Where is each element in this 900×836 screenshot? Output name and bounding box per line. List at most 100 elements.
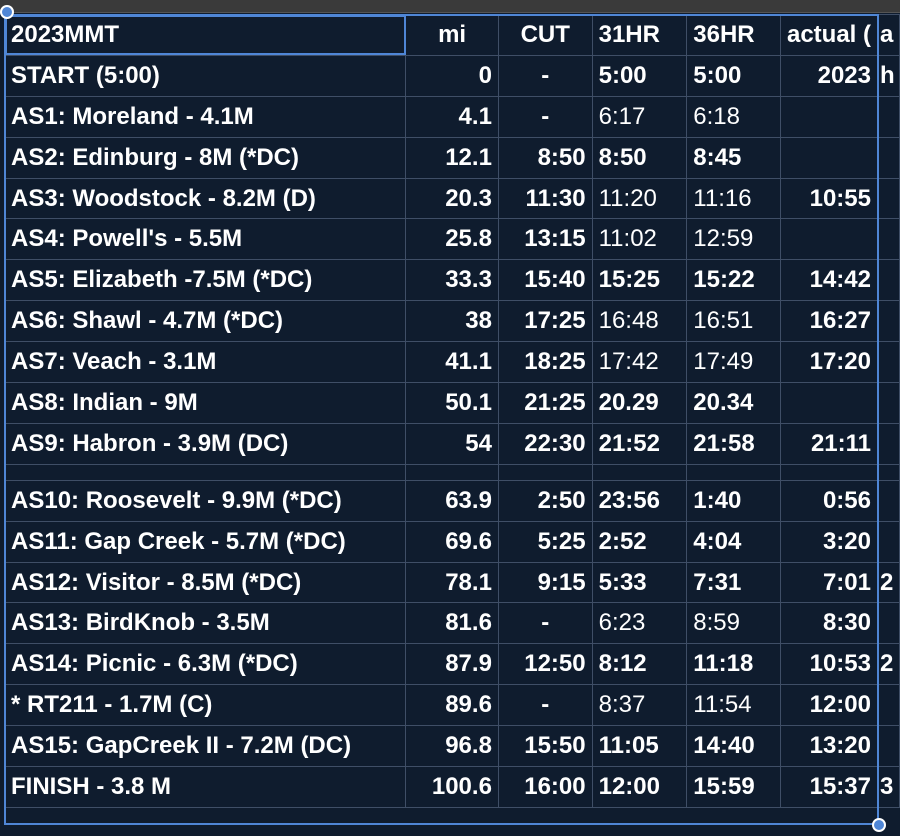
cell-31hr[interactable]: 6:17 (591, 95, 688, 138)
cell-name[interactable]: AS8: Indian - 9M (3, 382, 407, 424)
cell-extra[interactable] (877, 259, 900, 302)
cell-header-31hr[interactable]: 31HR (591, 14, 688, 56)
cell-36hr[interactable]: 6:18 (686, 95, 781, 138)
cell-name[interactable]: AS14: Picnic - 6.3M (*DC) (3, 643, 407, 686)
cell-31hr[interactable]: 21:52 (591, 422, 688, 465)
cell-actual[interactable]: 12:00 (779, 684, 879, 727)
cell-mi[interactable]: 89.6 (405, 684, 499, 727)
empty-cell[interactable] (877, 463, 900, 481)
cell-36hr[interactable]: 11:54 (686, 684, 781, 727)
cell-36hr[interactable]: 12:59 (686, 218, 781, 261)
cell-extra[interactable] (877, 725, 900, 768)
cell-header-mi[interactable]: mi (405, 14, 499, 56)
cell-name[interactable]: AS3: Woodstock - 8.2M (D) (3, 177, 407, 220)
cell-cut[interactable]: 2:50 (497, 479, 593, 522)
cell-extra[interactable] (877, 341, 900, 384)
cell-name[interactable]: START (5:00) (3, 54, 407, 97)
cell-actual[interactable]: 14:42 (779, 259, 879, 302)
cell-cut[interactable]: 9:15 (497, 561, 593, 604)
cell-actual[interactable]: 10:53 (779, 643, 879, 686)
cell-extra[interactable] (877, 382, 900, 424)
cell-extra[interactable] (877, 177, 900, 220)
cell-cut[interactable]: 18:25 (497, 341, 593, 384)
cell-name[interactable]: AS15: GapCreek II - 7.2M (DC) (3, 725, 407, 768)
cell-mi[interactable]: 12.1 (405, 136, 499, 179)
cell-extra[interactable]: 2 (877, 561, 900, 604)
cell-36hr[interactable]: 8:59 (686, 602, 781, 645)
cell-cut[interactable]: 17:25 (497, 300, 593, 343)
empty-cell[interactable] (686, 463, 781, 481)
cell-extra[interactable] (877, 479, 900, 522)
cell-31hr[interactable]: 11:20 (591, 177, 688, 220)
cell-cut[interactable]: 13:15 (497, 218, 593, 261)
cell-extra[interactable] (877, 218, 900, 261)
empty-cell[interactable] (591, 463, 688, 481)
cell-36hr[interactable]: 20.34 (686, 382, 781, 424)
cell-name[interactable]: AS2: Edinburg - 8M (*DC) (3, 136, 407, 179)
cell-mi[interactable]: 87.9 (405, 643, 499, 686)
cell-name[interactable]: AS13: BirdKnob - 3.5M (3, 602, 407, 645)
cell-name[interactable]: AS4: Powell's - 5.5M (3, 218, 407, 261)
cell-cut[interactable]: - (497, 95, 593, 138)
cell-cut[interactable]: - (497, 684, 593, 727)
cell-actual[interactable]: 10:55 (779, 177, 879, 220)
cell-actual[interactable]: 21:11 (779, 422, 879, 465)
cell-36hr[interactable]: 5:00 (686, 54, 781, 97)
cell-mi[interactable]: 54 (405, 422, 499, 465)
cell-extra[interactable] (877, 300, 900, 343)
cell-mi[interactable]: 78.1 (405, 561, 499, 604)
cell-actual[interactable]: 17:20 (779, 341, 879, 384)
cell-31hr[interactable]: 16:48 (591, 300, 688, 343)
cell-extra[interactable] (877, 520, 900, 563)
cell-mi[interactable]: 63.9 (405, 479, 499, 522)
cell-name[interactable]: AS6: Shawl - 4.7M (*DC) (3, 300, 407, 343)
cell-cut[interactable]: - (497, 54, 593, 97)
cell-31hr[interactable]: 5:00 (591, 54, 688, 97)
cell-31hr[interactable]: 6:23 (591, 602, 688, 645)
cell-actual[interactable] (779, 136, 879, 179)
cell-mi[interactable]: 38 (405, 300, 499, 343)
cell-name[interactable]: AS5: Elizabeth -7.5M (*DC) (3, 259, 407, 302)
cell-36hr[interactable]: 8:45 (686, 136, 781, 179)
empty-cell[interactable] (497, 463, 593, 481)
cell-actual[interactable] (779, 382, 879, 424)
cell-name[interactable]: AS7: Veach - 3.1M (3, 341, 407, 384)
cell-mi[interactable]: 100.6 (405, 766, 499, 808)
cell-actual[interactable]: 15:37 (779, 766, 879, 808)
cell-cut[interactable]: 15:40 (497, 259, 593, 302)
cell-cut[interactable]: 8:50 (497, 136, 593, 179)
cell-extra[interactable] (877, 602, 900, 645)
cell-actual[interactable]: 3:20 (779, 520, 879, 563)
cell-36hr[interactable]: 21:58 (686, 422, 781, 465)
cell-cut[interactable]: 22:30 (497, 422, 593, 465)
cell-extra[interactable]: 2 (877, 643, 900, 686)
cell-31hr[interactable]: 5:33 (591, 561, 688, 604)
cell-31hr[interactable]: 8:12 (591, 643, 688, 686)
cell-header-extra[interactable]: a (877, 14, 900, 56)
cell-31hr[interactable]: 11:02 (591, 218, 688, 261)
cell-actual[interactable]: 16:27 (779, 300, 879, 343)
cell-cut[interactable]: 15:50 (497, 725, 593, 768)
cell-mi[interactable]: 0 (405, 54, 499, 97)
cell-header-name[interactable]: 2023MMT (3, 14, 407, 56)
cell-36hr[interactable]: 16:51 (686, 300, 781, 343)
cell-cut[interactable]: 12:50 (497, 643, 593, 686)
cell-name[interactable]: FINISH - 3.8 M (3, 766, 407, 808)
cell-cut[interactable]: 11:30 (497, 177, 593, 220)
cell-36hr[interactable]: 11:18 (686, 643, 781, 686)
cell-mi[interactable]: 25.8 (405, 218, 499, 261)
cell-header-cut[interactable]: CUT (497, 14, 593, 56)
cell-mi[interactable]: 4.1 (405, 95, 499, 138)
cell-mi[interactable]: 81.6 (405, 602, 499, 645)
cell-name[interactable]: AS10: Roosevelt - 9.9M (*DC) (3, 479, 407, 522)
cell-extra[interactable] (877, 136, 900, 179)
cell-actual[interactable]: 2023 (779, 54, 879, 97)
cell-36hr[interactable]: 1:40 (686, 479, 781, 522)
cell-extra[interactable] (877, 684, 900, 727)
cell-cut[interactable]: 21:25 (497, 382, 593, 424)
cell-name[interactable]: AS9: Habron - 3.9M (DC) (3, 422, 407, 465)
cell-36hr[interactable]: 14:40 (686, 725, 781, 768)
cell-31hr[interactable]: 2:52 (591, 520, 688, 563)
cell-31hr[interactable]: 12:00 (591, 766, 688, 808)
cell-31hr[interactable]: 20.29 (591, 382, 688, 424)
